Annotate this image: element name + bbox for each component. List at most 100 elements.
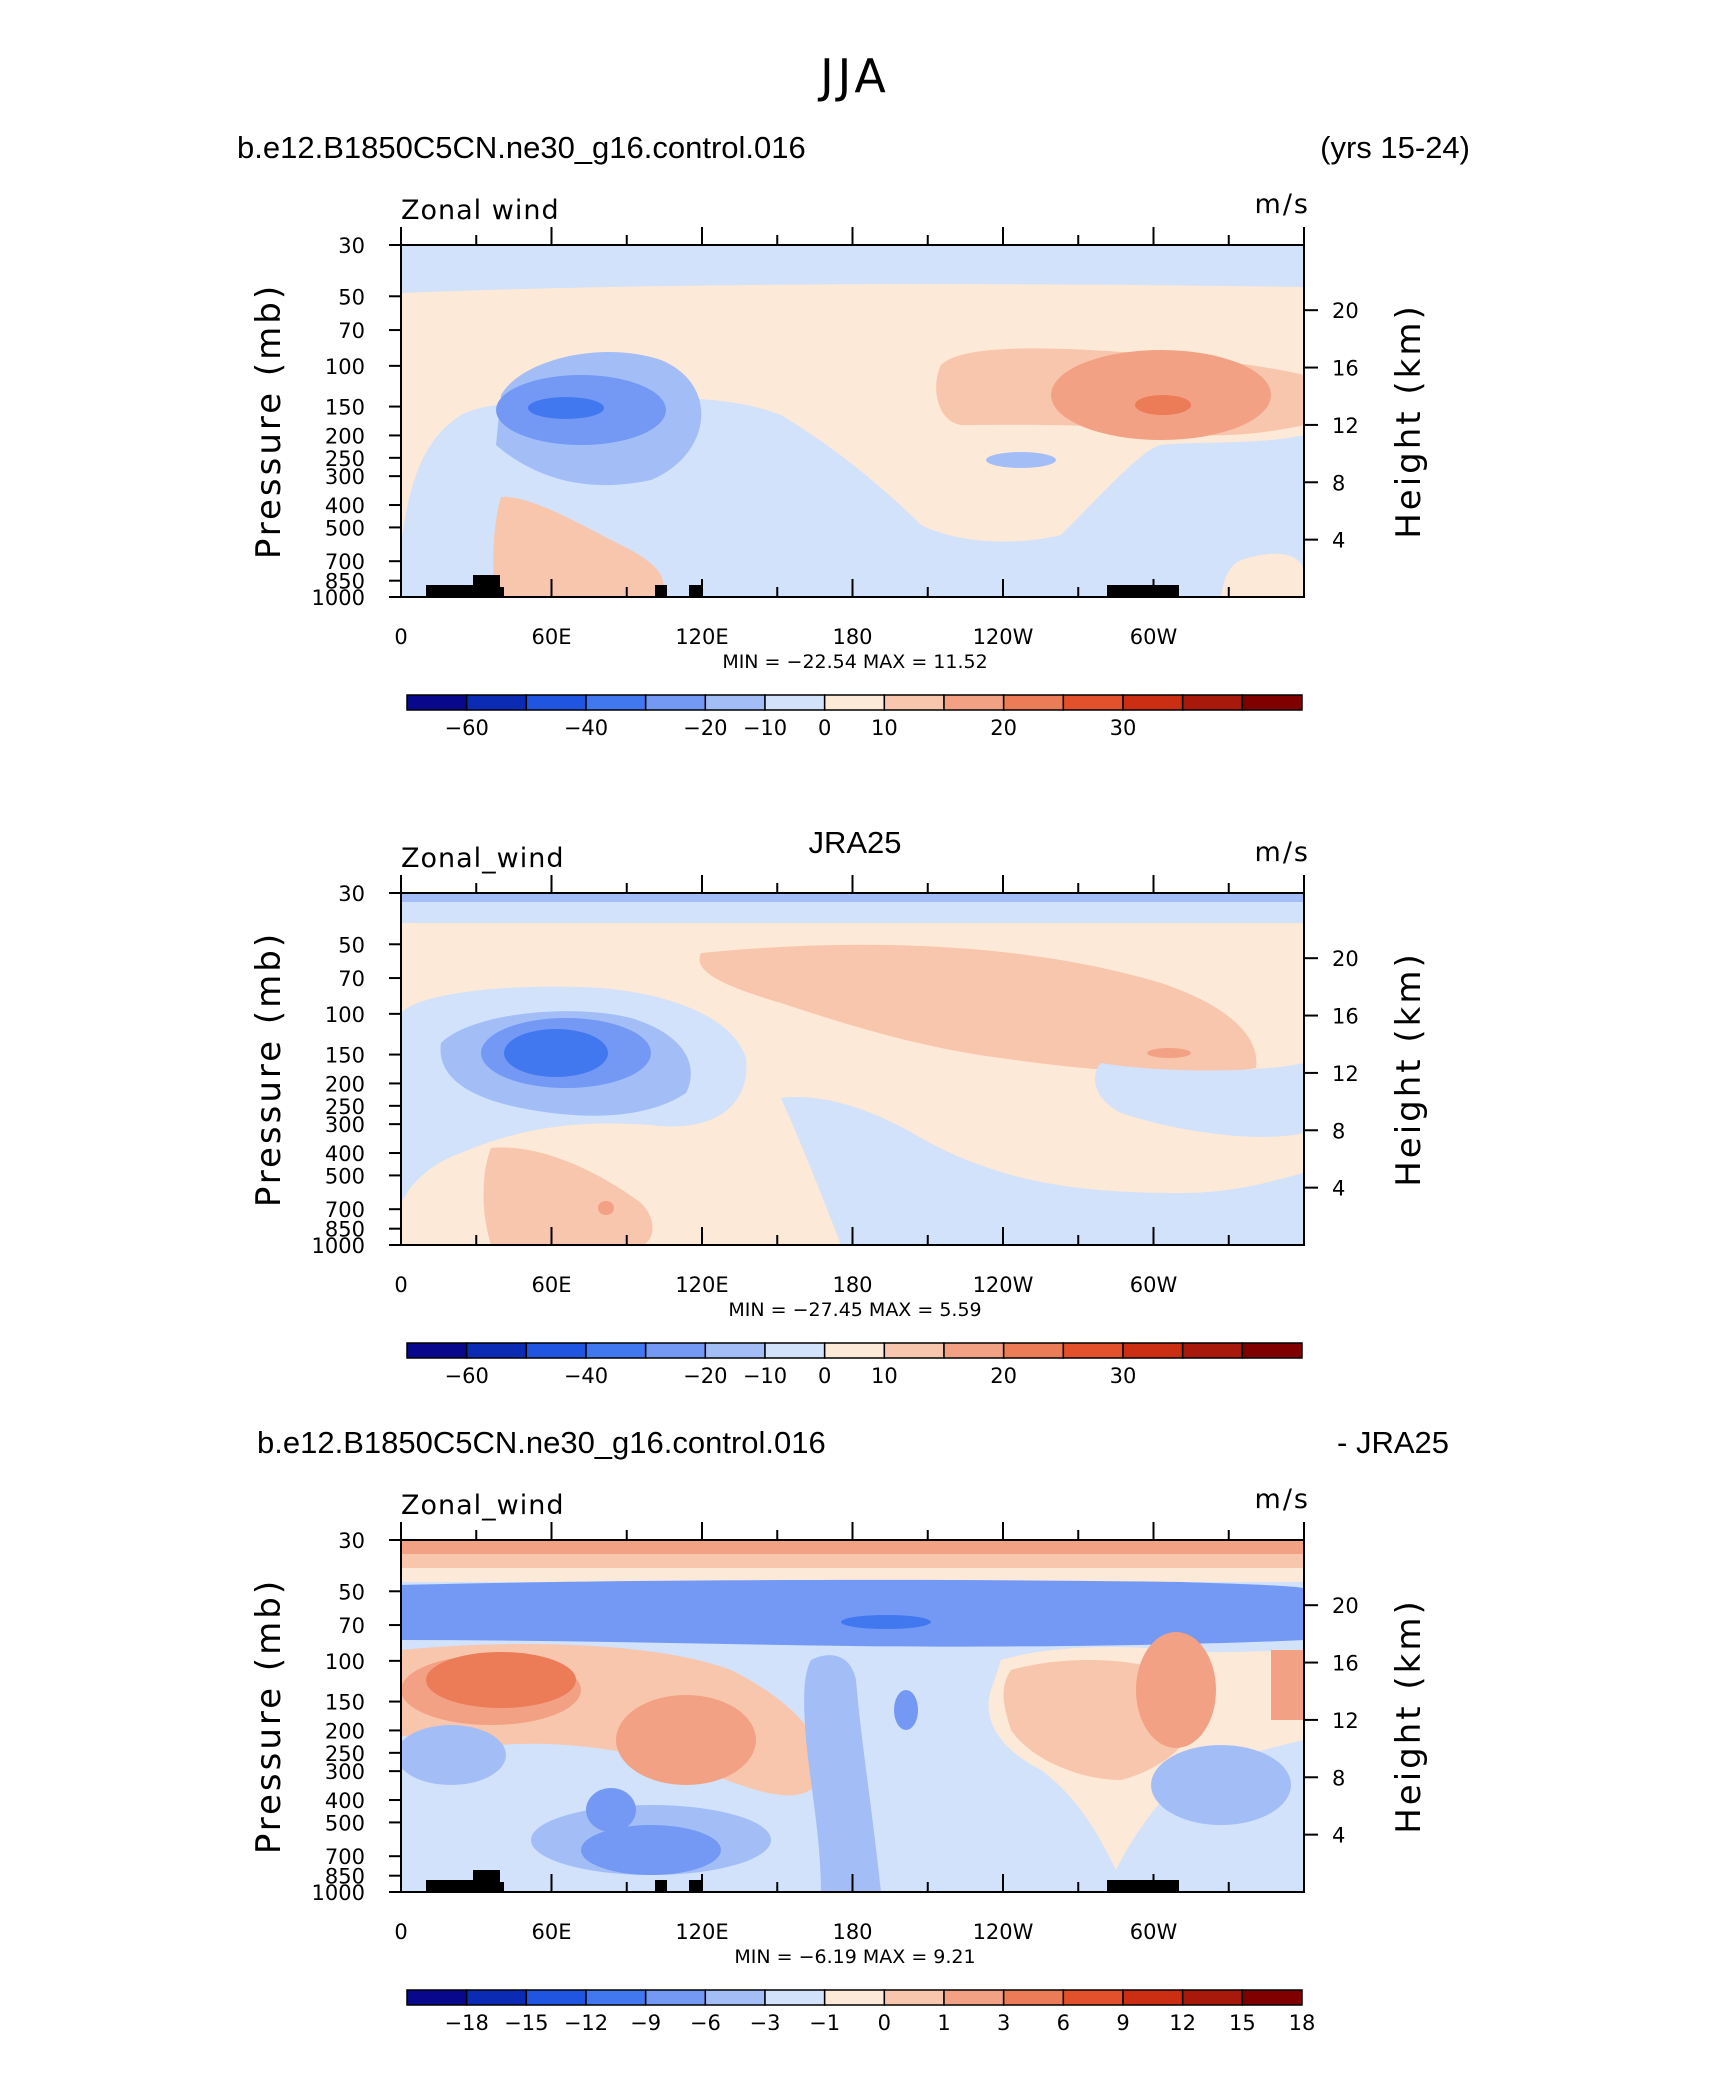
- field-west-positive-core: [426, 1652, 576, 1708]
- colorbar-label: −18: [445, 2011, 489, 2035]
- height-axis: 20 16 12 8 4: [1304, 1594, 1359, 1848]
- field-small-negative: [986, 452, 1056, 468]
- colorbar-label: −3: [750, 2011, 781, 2035]
- colorbar: −60 −40 −20 −10 0 10 20 30: [406, 1342, 1303, 1388]
- pressure-tick-label: 850: [325, 1218, 365, 1242]
- colorbar-box: [585, 1989, 647, 2006]
- colorbar-box: [525, 1989, 587, 2006]
- pressure-tick-label: 100: [325, 355, 365, 379]
- field-mid-negative-core: [894, 1690, 918, 1730]
- colorbar-label: 18: [1289, 2011, 1316, 2035]
- height-axis-title: Height (km): [1389, 303, 1429, 539]
- pressure-tick-label: 300: [325, 1760, 365, 1784]
- colorbar-label: −6: [690, 2011, 721, 2035]
- longitude-axis: 0 60E 120E 180 120W 60W: [394, 875, 1305, 1297]
- height-axis: 20 16 12 8 4: [1304, 299, 1359, 553]
- units-label: m/s: [1255, 837, 1310, 868]
- pressure-tick-label: 500: [325, 516, 365, 540]
- height-tick-label: 4: [1332, 529, 1345, 553]
- height-tick-label: 8: [1332, 471, 1345, 495]
- pressure-tick-label: 400: [325, 1142, 365, 1166]
- colorbar-label: 1: [937, 2011, 950, 2035]
- field-lower-negative-cell: [586, 1788, 636, 1832]
- field-label: Zonal_wind: [401, 843, 565, 874]
- colorbar-label: 3: [997, 2011, 1010, 2035]
- colorbar-box: [943, 694, 1005, 711]
- colorbar-box: [1062, 1989, 1124, 2006]
- pressure-tick-label: 1000: [312, 1234, 365, 1258]
- colorbar-box: [1181, 1342, 1244, 1359]
- panel-3: b.e12.B1850C5CN.ne30_g16.control.016 - JR…: [249, 1425, 1449, 2035]
- colorbar: −18 −15 −12 −9 −6 −3 −1 0 1 3 6 9 12 15 18: [406, 1989, 1316, 2035]
- field-jet-east-max: [1135, 395, 1191, 415]
- pressure-tick-label: 30: [338, 882, 365, 906]
- contour-plot: [401, 1540, 1304, 1892]
- colorbar-box: [883, 1989, 945, 2006]
- min-max-stats: MIN = −22.54 MAX = 11.52: [722, 651, 987, 673]
- field-label: Zonal wind: [401, 195, 560, 226]
- colorbar-box: [644, 1989, 707, 2006]
- panel-header-right: (yrs 15-24): [1320, 130, 1470, 165]
- colorbar-label: −1: [809, 2011, 840, 2035]
- contour-plot: [401, 245, 1304, 597]
- lon-tick-label: 60W: [1130, 1273, 1178, 1297]
- pressure-tick-label: 50: [338, 933, 365, 957]
- field-lower-positive-max: [598, 1201, 614, 1215]
- topography-block: [1107, 585, 1179, 597]
- colorbar-label: 12: [1169, 2011, 1196, 2035]
- pressure-tick-label: 150: [325, 1691, 365, 1715]
- colorbar-box: [1122, 1342, 1184, 1359]
- pressure-tick-label: 150: [325, 396, 365, 420]
- lon-tick-label: 120E: [675, 625, 728, 649]
- pressure-axis-title: Pressure (mb): [249, 283, 289, 559]
- pressure-tick-label: 400: [325, 494, 365, 518]
- pressure-tick-label: 200: [325, 424, 365, 448]
- topography-block: [1107, 1880, 1179, 1892]
- topography-block: [689, 585, 703, 597]
- figure-title: JJA: [817, 49, 890, 103]
- field-mid-negative: [804, 1655, 881, 1892]
- field-east-negative: [781, 1097, 1304, 1245]
- topography: [426, 575, 1179, 597]
- height-tick-label: 16: [1332, 1652, 1359, 1676]
- lon-tick-label: 0: [394, 625, 407, 649]
- pressure-tick-label: 1000: [312, 586, 365, 610]
- colorbar-box: [644, 694, 707, 711]
- pressure-tick-label: 700: [325, 550, 365, 574]
- pressure-tick-label: 500: [325, 1164, 365, 1188]
- colorbar-box: [1122, 694, 1184, 711]
- height-tick-label: 8: [1332, 1766, 1345, 1790]
- colorbar-box: [525, 694, 587, 711]
- colorbar-label: 20: [990, 716, 1017, 740]
- colorbar-label: −20: [683, 716, 727, 740]
- pressure-tick-label: 200: [325, 1072, 365, 1096]
- colorbar-label: −40: [564, 716, 608, 740]
- min-max-stats: MIN = −27.45 MAX = 5.59: [728, 1299, 981, 1321]
- topography-block: [655, 585, 667, 597]
- field-upper-negative-core: [841, 1615, 931, 1629]
- pressure-tick-label: 300: [325, 1113, 365, 1137]
- pressure-tick-label: 1000: [312, 1881, 365, 1905]
- lon-tick-label: 60E: [532, 625, 572, 649]
- colorbar-label: −20: [683, 1364, 727, 1388]
- colorbar-box: [704, 694, 766, 711]
- lon-tick-label: 120E: [675, 1273, 728, 1297]
- height-tick-label: 12: [1332, 1062, 1359, 1086]
- field-jet-east-core: [1051, 350, 1271, 440]
- colorbar-label: 9: [1116, 2011, 1129, 2035]
- colorbar-box: [764, 1989, 826, 2006]
- topography-block: [689, 1880, 703, 1892]
- lon-tick-label: 180: [832, 1920, 872, 1944]
- lon-tick-label: 0: [394, 1920, 407, 1944]
- height-axis: 20 16 12 8 4: [1304, 947, 1359, 1201]
- colorbar-box: [1241, 1989, 1303, 2006]
- colorbar: −60 −40 −20 −10 0 10 20 30: [406, 694, 1303, 740]
- pressure-axis-title: Pressure (mb): [249, 1578, 289, 1854]
- topography-block: [473, 1870, 500, 1892]
- pressure-tick-label: 700: [325, 1845, 365, 1869]
- height-tick-label: 16: [1332, 1005, 1359, 1029]
- height-axis-title: Height (km): [1389, 951, 1429, 1187]
- units-label: m/s: [1255, 189, 1310, 220]
